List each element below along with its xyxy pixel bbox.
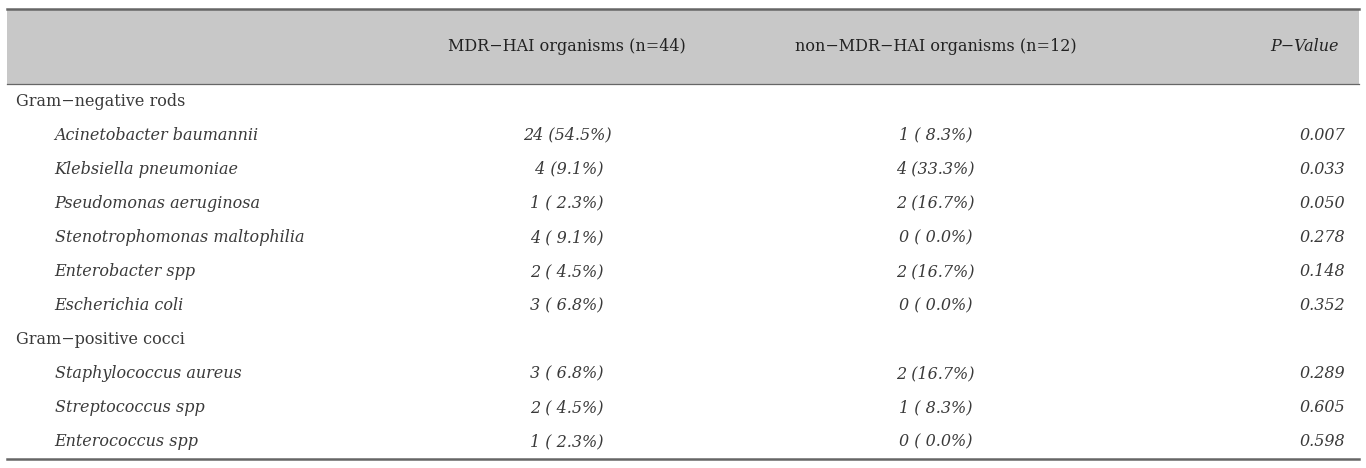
Text: Gram−positive cocci: Gram−positive cocci <box>16 331 186 348</box>
Text: 1 ( 2.3%): 1 ( 2.3%) <box>530 433 604 450</box>
Text: Enterobacter spp: Enterobacter spp <box>55 263 195 280</box>
Text: 4 ( 9.1%): 4 ( 9.1%) <box>530 229 604 246</box>
Text: 0.148: 0.148 <box>1300 263 1346 280</box>
Text: 2 (16.7%): 2 (16.7%) <box>896 365 975 382</box>
Text: 1 ( 8.3%): 1 ( 8.3%) <box>899 399 973 416</box>
Text: Staphylococcus aureus: Staphylococcus aureus <box>55 365 242 382</box>
Text: 0 ( 0.0%): 0 ( 0.0%) <box>899 297 973 314</box>
Text: P−Value: P−Value <box>1270 38 1339 55</box>
Text: 0.352: 0.352 <box>1300 297 1346 314</box>
Bar <box>7 9 1359 84</box>
Text: Pseudomonas aeruginosa: Pseudomonas aeruginosa <box>55 195 261 212</box>
Text: non−MDR−HAI organisms (n=12): non−MDR−HAI organisms (n=12) <box>795 38 1076 55</box>
Text: 4 (33.3%): 4 (33.3%) <box>896 161 975 178</box>
Text: Escherichia coli: Escherichia coli <box>55 297 184 314</box>
Text: 0.033: 0.033 <box>1300 161 1346 178</box>
Text: 2 ( 4.5%): 2 ( 4.5%) <box>530 399 604 416</box>
Text: Gram−negative rods: Gram−negative rods <box>16 93 186 110</box>
Bar <box>7 84 1359 459</box>
Text: 2 (16.7%): 2 (16.7%) <box>896 263 975 280</box>
Text: 0 ( 0.0%): 0 ( 0.0%) <box>899 229 973 246</box>
Text: 4 (9.1%): 4 (9.1%) <box>530 161 604 178</box>
Text: Stenotrophomonas maltophilia: Stenotrophomonas maltophilia <box>55 229 305 246</box>
Text: 24 (54.5%): 24 (54.5%) <box>523 127 611 144</box>
Text: 0.007: 0.007 <box>1300 127 1346 144</box>
Text: 0.050: 0.050 <box>1300 195 1346 212</box>
Text: Klebsiella pneumoniae: Klebsiella pneumoniae <box>55 161 239 178</box>
Text: 1 ( 8.3%): 1 ( 8.3%) <box>899 127 973 144</box>
Text: 0.278: 0.278 <box>1300 229 1346 246</box>
Text: Streptococcus spp: Streptococcus spp <box>55 399 205 416</box>
Text: 3 ( 6.8%): 3 ( 6.8%) <box>530 297 604 314</box>
Text: 0.598: 0.598 <box>1300 433 1346 450</box>
Text: MDR−HAI organisms (n=44): MDR−HAI organisms (n=44) <box>448 38 686 55</box>
Text: 2 (16.7%): 2 (16.7%) <box>896 195 975 212</box>
Text: 3 ( 6.8%): 3 ( 6.8%) <box>530 365 604 382</box>
Text: 0.605: 0.605 <box>1300 399 1346 416</box>
Text: 0.289: 0.289 <box>1300 365 1346 382</box>
Text: 1 ( 2.3%): 1 ( 2.3%) <box>530 195 604 212</box>
Text: Enterococcus spp: Enterococcus spp <box>55 433 198 450</box>
Text: 0 ( 0.0%): 0 ( 0.0%) <box>899 433 973 450</box>
Text: 2 ( 4.5%): 2 ( 4.5%) <box>530 263 604 280</box>
Text: Acinetobacter baumannii: Acinetobacter baumannii <box>55 127 258 144</box>
